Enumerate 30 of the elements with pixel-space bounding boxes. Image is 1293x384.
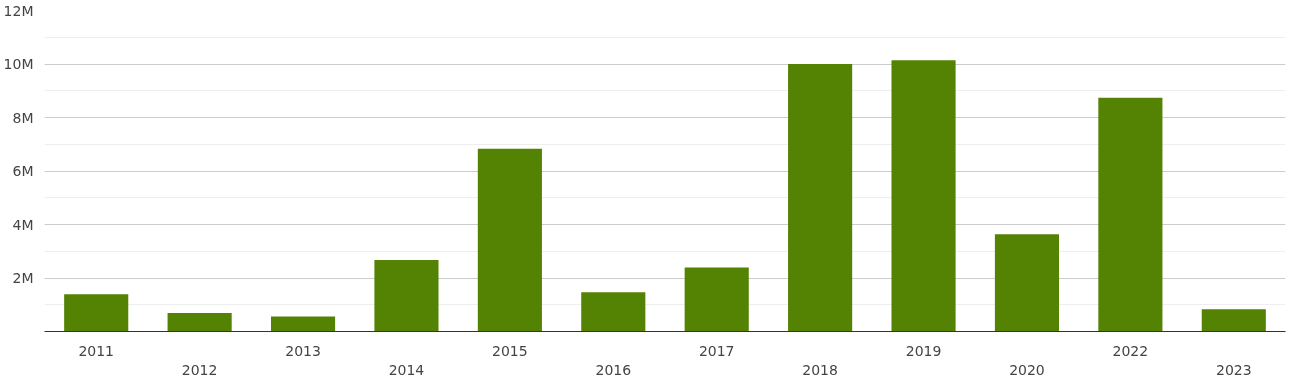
bar [477, 148, 542, 332]
bar [1098, 97, 1163, 332]
x-tick-label: 2016 [595, 361, 632, 378]
y-tick-label: 6M [12, 163, 34, 179]
y-tick-label: 12M [3, 2, 34, 19]
y-tick-label: 10M [3, 56, 34, 72]
bar [1201, 309, 1266, 332]
x-tick-label: 2020 [1009, 361, 1045, 378]
y-tick-label: 2M [12, 270, 34, 286]
bar [167, 313, 232, 332]
x-tick-label: 2012 [181, 361, 218, 378]
x-tick-label: 2019 [905, 342, 942, 359]
x-tick-label: 2015 [492, 342, 528, 359]
x-tick-label: 2013 [285, 342, 321, 359]
bar [581, 292, 646, 332]
bar [891, 60, 956, 332]
y-tick-label: 8M [12, 109, 34, 126]
bar [64, 294, 129, 332]
x-tick-label: 2018 [802, 361, 838, 378]
bar [270, 316, 336, 332]
x-tick-label: 2017 [698, 342, 735, 359]
x-tick-label: 2023 [1215, 361, 1252, 378]
bar [684, 267, 749, 332]
bar [788, 64, 853, 332]
bar [374, 260, 439, 332]
bar [994, 234, 1060, 332]
x-tick-label: 2014 [388, 361, 425, 378]
x-tick-label: 2011 [78, 342, 115, 359]
y-tick-label: 4M [12, 216, 34, 233]
x-tick-label: 2022 [1112, 342, 1149, 359]
